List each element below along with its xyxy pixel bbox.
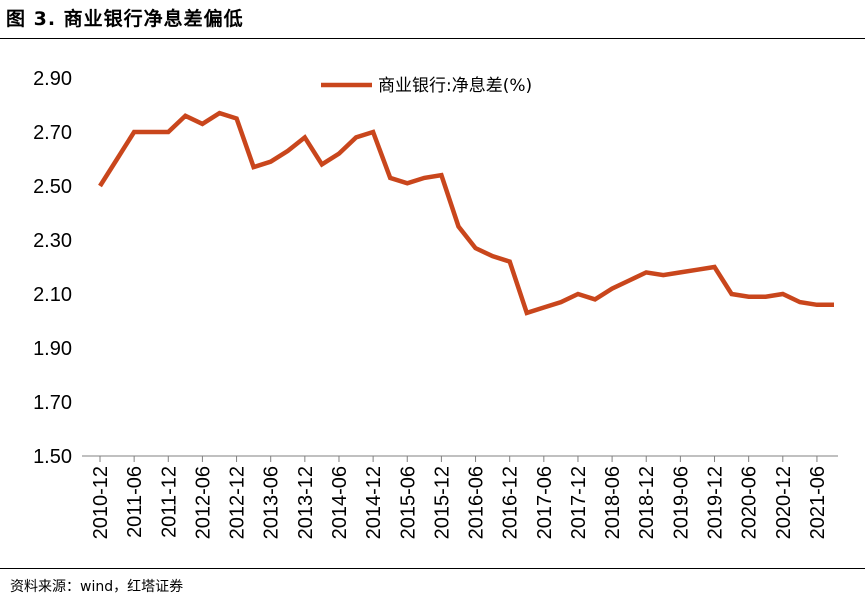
- y-tick-label: 2.50: [33, 176, 72, 198]
- y-tick-label: 1.50: [33, 446, 72, 468]
- x-tick-label: 2013-12: [295, 466, 317, 539]
- x-tick-label: 2015-06: [397, 466, 419, 539]
- x-tick-label: 2019-12: [705, 466, 727, 539]
- y-tick-label: 1.70: [33, 392, 72, 414]
- legend: 商业银行:净息差(%): [321, 76, 532, 96]
- x-tick-label: 2015-12: [431, 466, 453, 539]
- source-divider: [0, 568, 865, 569]
- x-tick-label: 2018-12: [636, 466, 658, 539]
- y-tick-label: 2.10: [33, 284, 72, 306]
- x-tick-label: 2012-12: [227, 466, 249, 539]
- x-tick-label: 2019-06: [670, 466, 692, 539]
- title-divider: [0, 38, 865, 39]
- x-tick-label: 2014-06: [329, 466, 351, 539]
- x-tick-label: 2011-12: [158, 466, 180, 538]
- x-tick-label: 2016-06: [466, 466, 488, 539]
- y-tick-label: 2.90: [33, 68, 72, 90]
- source-note: 资料来源：wind，红塔证券: [10, 579, 184, 595]
- y-tick-label: 2.30: [33, 230, 72, 252]
- y-axis-ticks: 2.90 2.70 2.50 2.30 2.10 1.90 1.70 1.50: [33, 68, 72, 468]
- figure-title: 图 3. 商业银行净息差偏低: [6, 8, 244, 30]
- x-axis-ticks: 2010-12 2011-06 2011-12 2012-06 2012-12 2013-…: [90, 456, 829, 539]
- series-layer: [98, 110, 834, 316]
- x-tick-label: 2016-12: [500, 466, 522, 539]
- series-line: [98, 110, 834, 316]
- y-tick-label: 2.70: [33, 122, 72, 144]
- x-tick-label: 2020-06: [739, 466, 761, 539]
- x-tick-label: 2014-12: [363, 466, 385, 539]
- legend-label: 商业银行:净息差(%): [378, 76, 532, 96]
- x-tick-label: 2011-06: [124, 466, 146, 538]
- x-tick-label: 2017-06: [534, 466, 556, 539]
- y-tick-label: 1.90: [33, 338, 72, 360]
- x-tick-label: 2012-06: [192, 466, 214, 539]
- x-tick-label: 2010-12: [90, 466, 112, 539]
- x-tick-label: 2018-06: [602, 466, 624, 539]
- x-tick-label: 2017-12: [568, 466, 590, 539]
- x-tick-label: 2021-06: [807, 466, 829, 539]
- x-tick-label: 2013-06: [261, 466, 283, 539]
- x-tick-label: 2020-12: [773, 466, 795, 539]
